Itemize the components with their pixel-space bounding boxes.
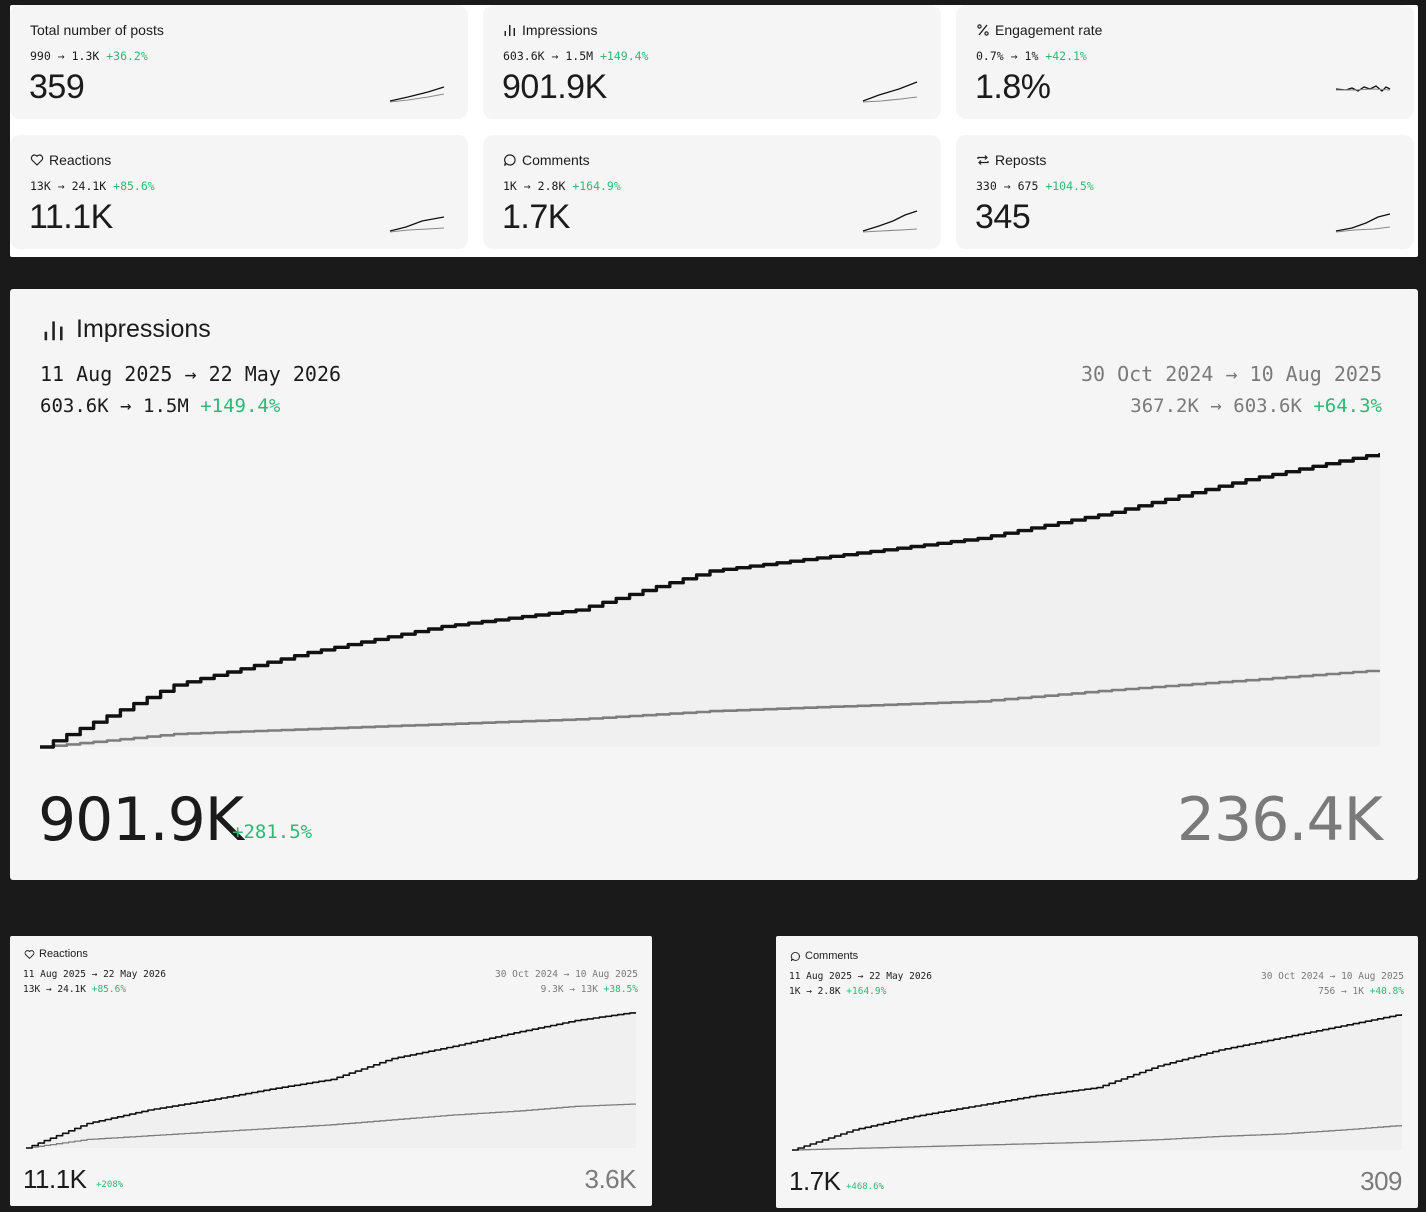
chart-title: Reactions: [24, 948, 88, 960]
sparkline: [862, 210, 918, 233]
comments-current-series-line: [792, 1014, 1402, 1151]
comment-icon: [504, 154, 516, 166]
impressions-previous-series-line: [40, 669, 1380, 749]
stat-value: 345: [975, 198, 1031, 236]
stat-card-reactions[interactable]: Reactions 13K → 24.1K +85.6% 11.1K: [10, 135, 468, 249]
previous-delta: 756 → 1K +40.8%: [1318, 986, 1404, 997]
stat-title: Comments: [503, 152, 590, 168]
previous-total: 3.6K: [584, 1164, 637, 1194]
previous-delta: 9.3K → 13K +38.5%: [540, 984, 638, 995]
stat-card-comments[interactable]: Comments 1K → 2.8K +164.9% 1.7K: [483, 135, 941, 249]
previous-range: 30 Oct 2024 → 10 Aug 2025: [1261, 971, 1404, 982]
stat-delta: 0.7% → 1% +42.1%: [976, 49, 1087, 63]
chart-title: Comments: [790, 950, 858, 962]
sparkline: [1335, 213, 1391, 233]
impressions-line-chart: [40, 453, 1380, 749]
stat-value: 1.7K: [502, 198, 570, 236]
current-delta: 1K → 2.8K +164.9%: [789, 986, 887, 997]
stat-title: Impressions: [503, 22, 597, 38]
previous-range: 30 Oct 2024 → 10 Aug 2025: [1080, 362, 1382, 386]
chart-title: Impressions: [42, 315, 211, 344]
stat-value: 1.8%: [975, 68, 1051, 106]
current-range: 11 Aug 2025 → 22 May 2026: [40, 362, 342, 386]
total-change: +468.6%: [846, 1182, 884, 1192]
stat-title: Reactions: [30, 152, 111, 168]
current-delta: 603.6K → 1.5M +149.4%: [40, 395, 281, 417]
stat-card-posts[interactable]: Total number of posts 990 → 1.3K +36.2% …: [10, 5, 468, 119]
stat-card-impressions[interactable]: Impressions 603.6K → 1.5M +149.4% 901.9K: [483, 5, 941, 119]
stat-delta: 330 → 675 +104.5%: [976, 179, 1094, 193]
stat-card-reposts[interactable]: Reposts 330 → 675 +104.5% 345: [956, 135, 1414, 249]
stat-delta: 603.6K → 1.5M +149.4%: [503, 49, 649, 63]
reactions-current-series-line: [26, 1012, 636, 1149]
current-delta: 13K → 24.1K +85.6%: [23, 984, 127, 995]
stats-panel: Total number of posts 990 → 1.3K +36.2% …: [10, 5, 1418, 257]
total-change: +208%: [96, 1180, 124, 1190]
comment-icon: [790, 951, 800, 961]
stat-title: Engagement rate: [976, 22, 1102, 38]
current-total: 1.7K: [789, 1166, 841, 1196]
comments-line-chart: [792, 1014, 1402, 1151]
comments-previous-series-line: [792, 1125, 1402, 1151]
current-range: 11 Aug 2025 → 22 May 2026: [23, 969, 166, 980]
reactions-line-chart: [26, 1012, 636, 1149]
current-total: 11.1K: [23, 1164, 87, 1194]
reactions-chart-card: Reactions 11 Aug 2025 → 22 May 2026 13K …: [10, 936, 652, 1206]
repost-icon: [977, 155, 989, 165]
impressions-current-series-line: [40, 453, 1380, 749]
previous-total: 236.4K: [1176, 785, 1383, 855]
current-total: 901.9K: [38, 785, 244, 855]
reactions-previous-series-line: [26, 1103, 636, 1149]
comments-chart-card: Comments 11 Aug 2025 → 22 May 2026 1K → …: [776, 936, 1418, 1208]
sparkline: [1335, 85, 1391, 92]
heart-icon: [24, 949, 35, 959]
heart-icon: [30, 154, 44, 166]
current-range: 11 Aug 2025 → 22 May 2026: [789, 971, 932, 982]
impressions-chart-card: Impressions 11 Aug 2025 → 22 May 2026 60…: [10, 289, 1418, 880]
stat-delta: 13K → 24.1K +85.6%: [30, 179, 155, 193]
stat-value: 359: [29, 68, 85, 106]
stat-value: 901.9K: [502, 68, 607, 106]
bar-chart-icon: [504, 25, 515, 36]
stat-delta: 990 → 1.3K +36.2%: [30, 49, 148, 63]
stat-value: 11.1K: [29, 198, 113, 236]
stat-title: Total number of posts: [30, 22, 164, 38]
previous-range: 30 Oct 2024 → 10 Aug 2025: [495, 969, 638, 980]
previous-total: 309: [1360, 1166, 1402, 1196]
total-change: +281.5%: [232, 821, 313, 843]
stat-card-engagement[interactable]: Engagement rate 0.7% → 1% +42.1% 1.8%: [956, 5, 1414, 119]
previous-delta: 367.2K → 603.6K +64.3%: [1130, 395, 1382, 417]
sparkline: [389, 86, 445, 103]
stat-delta: 1K → 2.8K +164.9%: [503, 179, 621, 193]
percent-icon: [977, 24, 989, 36]
comments-current-area: [792, 1014, 1402, 1150]
sparkline: [389, 216, 445, 233]
stat-title: Reposts: [976, 152, 1046, 168]
bar-chart-icon: [44, 320, 63, 340]
sparkline: [862, 81, 918, 103]
